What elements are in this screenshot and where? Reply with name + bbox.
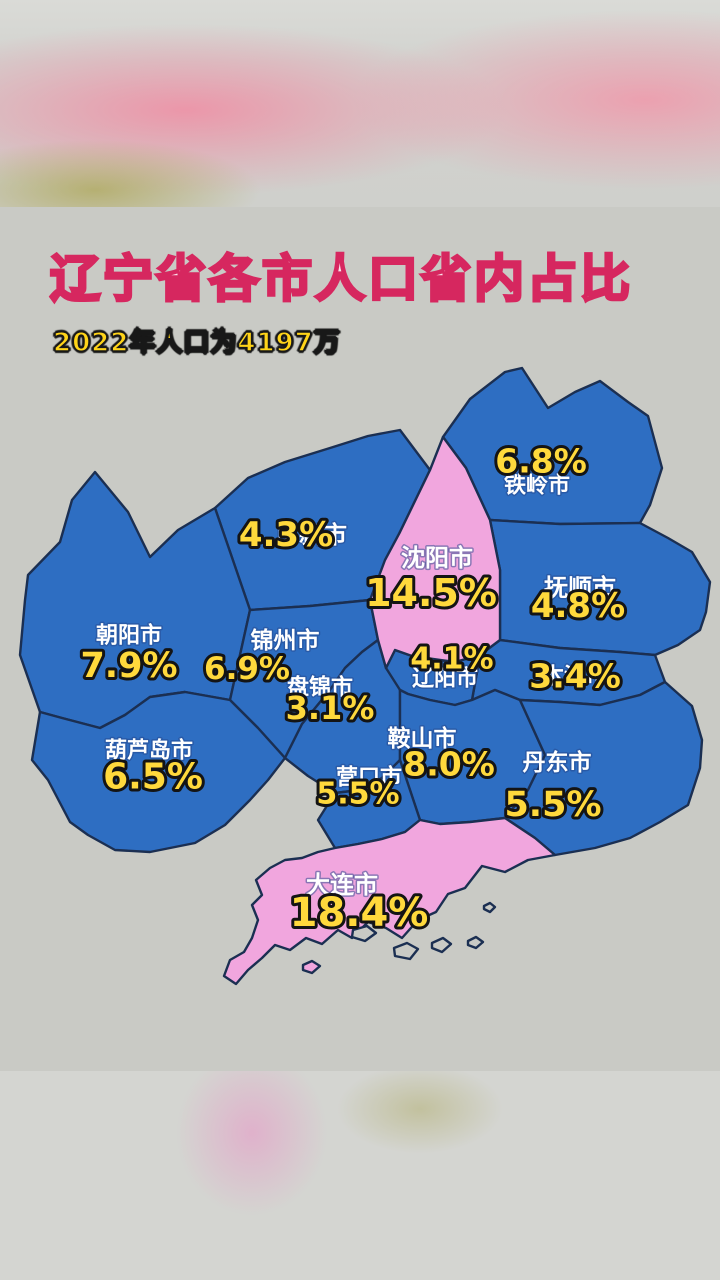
city-name-fuxin: 阜新市 [275, 521, 347, 549]
pct-benxi: 3.4% [529, 657, 621, 696]
island [430, 936, 453, 954]
pct-jinzhou: 6.9% [204, 651, 290, 687]
island [482, 901, 497, 914]
top-blurred-video-band [0, 0, 720, 207]
city-name-fushun: 抚顺市 [544, 574, 616, 602]
island [350, 924, 378, 943]
island [392, 941, 420, 961]
city-name-tieling: 铁岭市 [504, 473, 570, 499]
pct-fuxin: 4.3% [239, 515, 333, 555]
page-subtitle: 2022年人口为4197万 [52, 327, 341, 358]
pct-anshan: 8.0% [403, 745, 495, 784]
pct-tieling: 6.8% [495, 442, 587, 481]
pct-dandong: 5.5% [504, 785, 601, 825]
city-name-chaoyang: 朝阳市 [96, 623, 162, 649]
city-name-liaoyang: 辽阳市 [412, 666, 478, 692]
city-name-dalian: 大连市 [306, 871, 378, 899]
region-chaoyang [18, 470, 252, 730]
region-huludao [30, 690, 287, 854]
pct-panjin: 3.1% [286, 689, 375, 727]
city-name-panjin: 盘锦市 [287, 675, 353, 701]
bottom-blurred-video-band [0, 1071, 720, 1280]
city-name-benxi: 本溪市 [542, 664, 608, 690]
city-name-anshan: 鞍山市 [388, 725, 457, 752]
island [466, 935, 485, 950]
pct-liaoyang: 4.1% [410, 642, 493, 677]
city-name-dandong: 丹东市 [523, 749, 592, 776]
city-name-shenyang: 沈阳市 [401, 544, 473, 572]
city-name-yingkou: 营口市 [336, 765, 402, 791]
page-title: 辽宁省各市人口省内占比 [49, 250, 633, 308]
city-name-jinzhou: 锦州市 [251, 627, 320, 654]
region-dandong [503, 680, 704, 857]
pct-chaoyang: 7.9% [80, 646, 177, 686]
city-name-huludao: 葫芦岛市 [105, 738, 193, 764]
region-dalian [222, 816, 557, 986]
pct-huludao: 6.5% [103, 757, 203, 798]
pct-yingkou: 5.5% [316, 777, 399, 812]
pct-fushun: 4.8% [531, 586, 625, 626]
pct-shenyang: 14.5% [365, 571, 497, 615]
pct-dalian: 18.4% [290, 890, 429, 936]
island [301, 959, 322, 975]
region-shenyang [368, 435, 502, 670]
